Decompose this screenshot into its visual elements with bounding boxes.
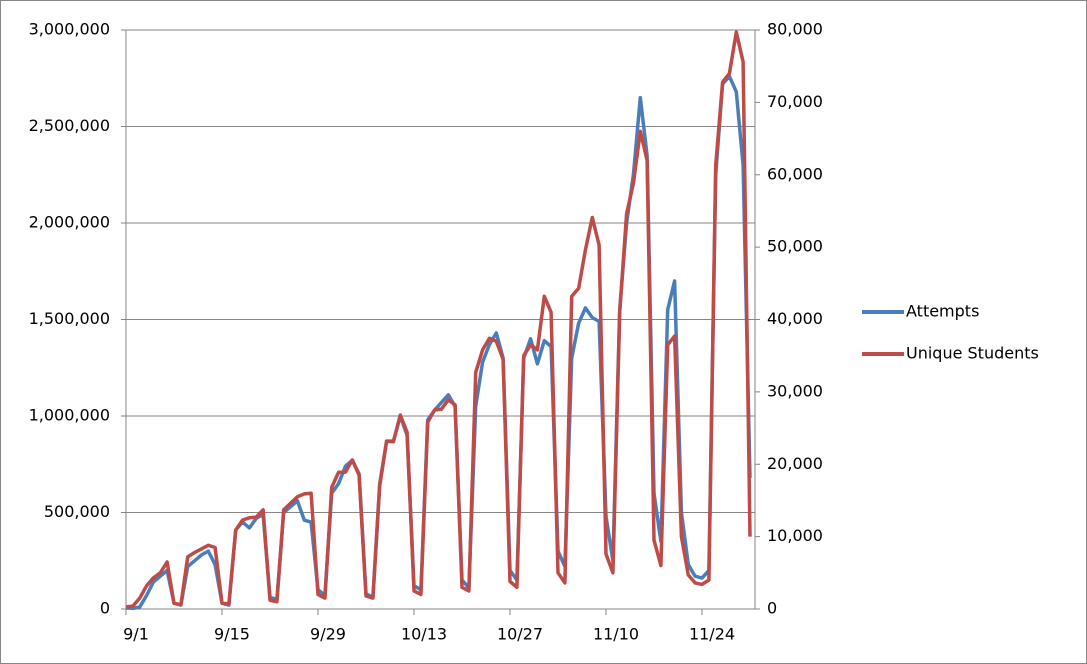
x-tick-label: 9/15 — [214, 625, 250, 644]
series-line — [125, 30, 752, 609]
x-tick-label: 10/27 — [497, 625, 543, 644]
x-tick-label: 9/1 — [123, 625, 149, 644]
x-tick-label: 9/29 — [310, 625, 346, 644]
x-tick-label: 10/13 — [401, 625, 447, 644]
y2-tick-label: 50,000 — [767, 237, 823, 256]
y2-tick-label: 80,000 — [767, 20, 823, 39]
y-tick-label: 500,000 — [44, 502, 110, 521]
y-tick-label: 1,000,000 — [29, 406, 110, 425]
y2-tick-label: 10,000 — [767, 526, 823, 545]
y-tick-label: 1,500,000 — [29, 309, 110, 328]
y2-tick-label: 40,000 — [767, 309, 823, 328]
y-tick-label: 0 — [100, 599, 110, 618]
y-tick-label: 2,000,000 — [29, 213, 110, 232]
y2-tick-label: 0 — [767, 599, 777, 618]
x-tick-label: 11/24 — [689, 625, 735, 644]
legend-label: Attempts — [906, 302, 979, 321]
legend-label: Unique Students — [906, 344, 1039, 363]
y-tick-label: 2,500,000 — [29, 116, 110, 135]
x-tick-label: 11/10 — [593, 625, 639, 644]
y2-tick-label: 30,000 — [767, 381, 823, 400]
y-tick-label: 3,000,000 — [29, 20, 110, 39]
y2-tick-label: 60,000 — [767, 164, 823, 183]
y2-tick-label: 20,000 — [767, 454, 823, 473]
y2-tick-label: 70,000 — [767, 92, 823, 111]
